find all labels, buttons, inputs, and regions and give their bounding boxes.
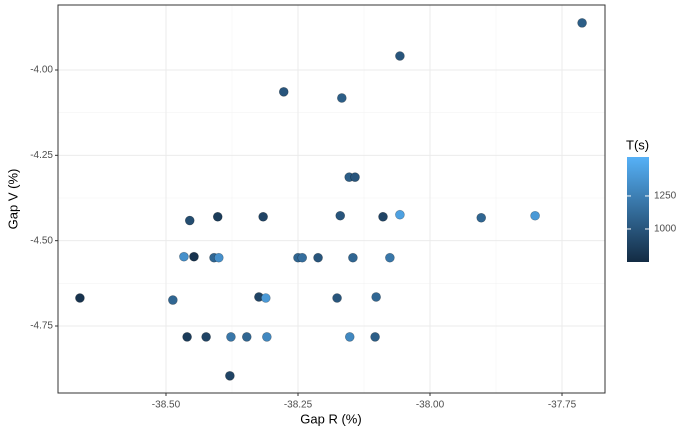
point	[395, 51, 405, 61]
y-tick-label: -4.25	[30, 150, 53, 161]
point	[258, 211, 268, 222]
panel	[58, 5, 605, 393]
point	[213, 252, 224, 263]
point	[335, 210, 346, 221]
colorbar	[627, 157, 649, 262]
point	[225, 371, 235, 381]
point	[348, 252, 358, 263]
point	[212, 211, 223, 222]
point	[337, 93, 347, 103]
point	[350, 172, 360, 182]
point	[378, 211, 388, 222]
panel-border	[57, 4, 606, 394]
point	[260, 293, 271, 303]
point	[168, 295, 178, 305]
point	[184, 215, 195, 226]
legend-title: T(s)	[626, 137, 649, 152]
colorbar-label: 1250	[654, 191, 677, 202]
point	[262, 332, 272, 342]
point	[241, 332, 252, 342]
point	[370, 332, 380, 342]
point	[182, 332, 192, 342]
y-axis-title: Gap V (%)	[5, 169, 20, 230]
point	[395, 209, 405, 220]
point	[75, 293, 85, 303]
point	[179, 251, 189, 262]
point	[385, 252, 395, 263]
point	[344, 332, 355, 342]
x-tick-label: -38.25	[284, 400, 313, 411]
point	[201, 332, 211, 342]
x-tick-label: -38.50	[152, 400, 181, 411]
x-tick-label: -38.00	[416, 400, 445, 411]
point	[313, 252, 323, 263]
point	[332, 293, 342, 303]
x-axis-title: Gap R (%)	[300, 411, 361, 426]
y-tick-label: -4.50	[30, 235, 53, 246]
y-tick-label: -4.00	[30, 65, 53, 76]
x-tick-label: -37.75	[548, 400, 577, 411]
point	[226, 332, 236, 342]
colorbar-label: 1000	[654, 224, 677, 235]
point	[297, 252, 308, 263]
point	[530, 210, 540, 221]
point	[577, 18, 587, 28]
point	[371, 292, 381, 302]
y-tick-label: -4.75	[30, 321, 53, 332]
point	[278, 87, 289, 97]
point	[189, 251, 199, 262]
point	[476, 212, 487, 223]
